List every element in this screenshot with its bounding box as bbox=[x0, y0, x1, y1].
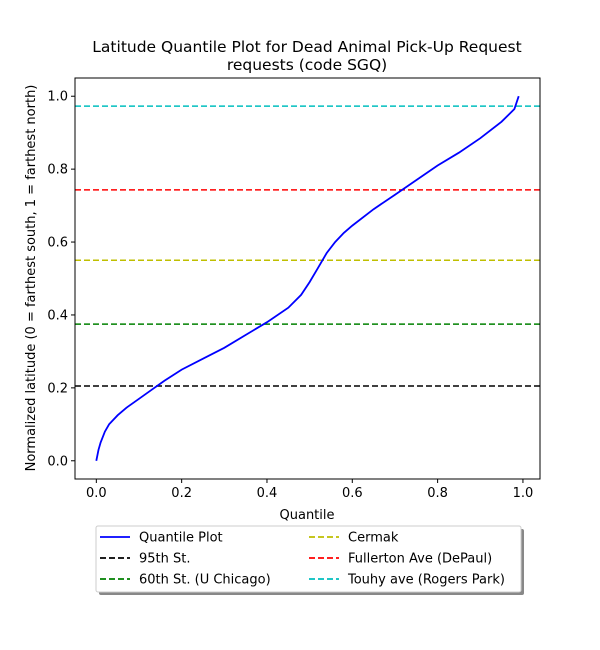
y-tick-label: 1.0 bbox=[47, 90, 68, 105]
y-tick-label: 0.8 bbox=[47, 163, 68, 178]
legend-label: Cermak bbox=[348, 531, 399, 546]
y-tick-label: 0.0 bbox=[47, 454, 68, 469]
x-axis-label: Quantile bbox=[280, 508, 335, 523]
y-axis-label: Normalized latitude (0 = farthest south,… bbox=[24, 85, 39, 472]
plot-frame bbox=[74, 77, 541, 480]
chart-title: Latitude Quantile Plot for Dead Animal P… bbox=[92, 38, 521, 74]
x-tick-label: 0.6 bbox=[342, 486, 363, 501]
chart-title-line-1: Latitude Quantile Plot for Dead Animal P… bbox=[92, 38, 521, 56]
legend-label: Fullerton Ave (DePaul) bbox=[348, 552, 492, 567]
plot-area bbox=[75, 95, 540, 461]
y-tick-label: 0.6 bbox=[47, 236, 68, 251]
legend-label: Touhy ave (Rogers Park) bbox=[347, 573, 505, 588]
y-tick-label: 0.4 bbox=[47, 308, 68, 323]
legend: Quantile Plot 95th St. 60th St. (U Chicago… bbox=[95, 525, 524, 595]
legend-box bbox=[95, 525, 522, 593]
x-tick-label: 0.4 bbox=[257, 486, 278, 501]
legend-label: 95th St. bbox=[139, 552, 191, 567]
x-tick-label: 1.0 bbox=[513, 486, 534, 501]
y-tick-label: 0.2 bbox=[47, 381, 68, 396]
x-tick-label: 0.0 bbox=[86, 486, 107, 501]
x-tick-label: 0.8 bbox=[427, 486, 448, 501]
legend-label: 60th St. (U Chicago) bbox=[139, 573, 271, 588]
x-tick-label: 0.2 bbox=[171, 486, 192, 501]
series-line-1 bbox=[95, 95, 520, 461]
chart-title-line-2: requests (code SGQ) bbox=[227, 56, 387, 74]
legend-label: Quantile Plot bbox=[139, 531, 223, 546]
